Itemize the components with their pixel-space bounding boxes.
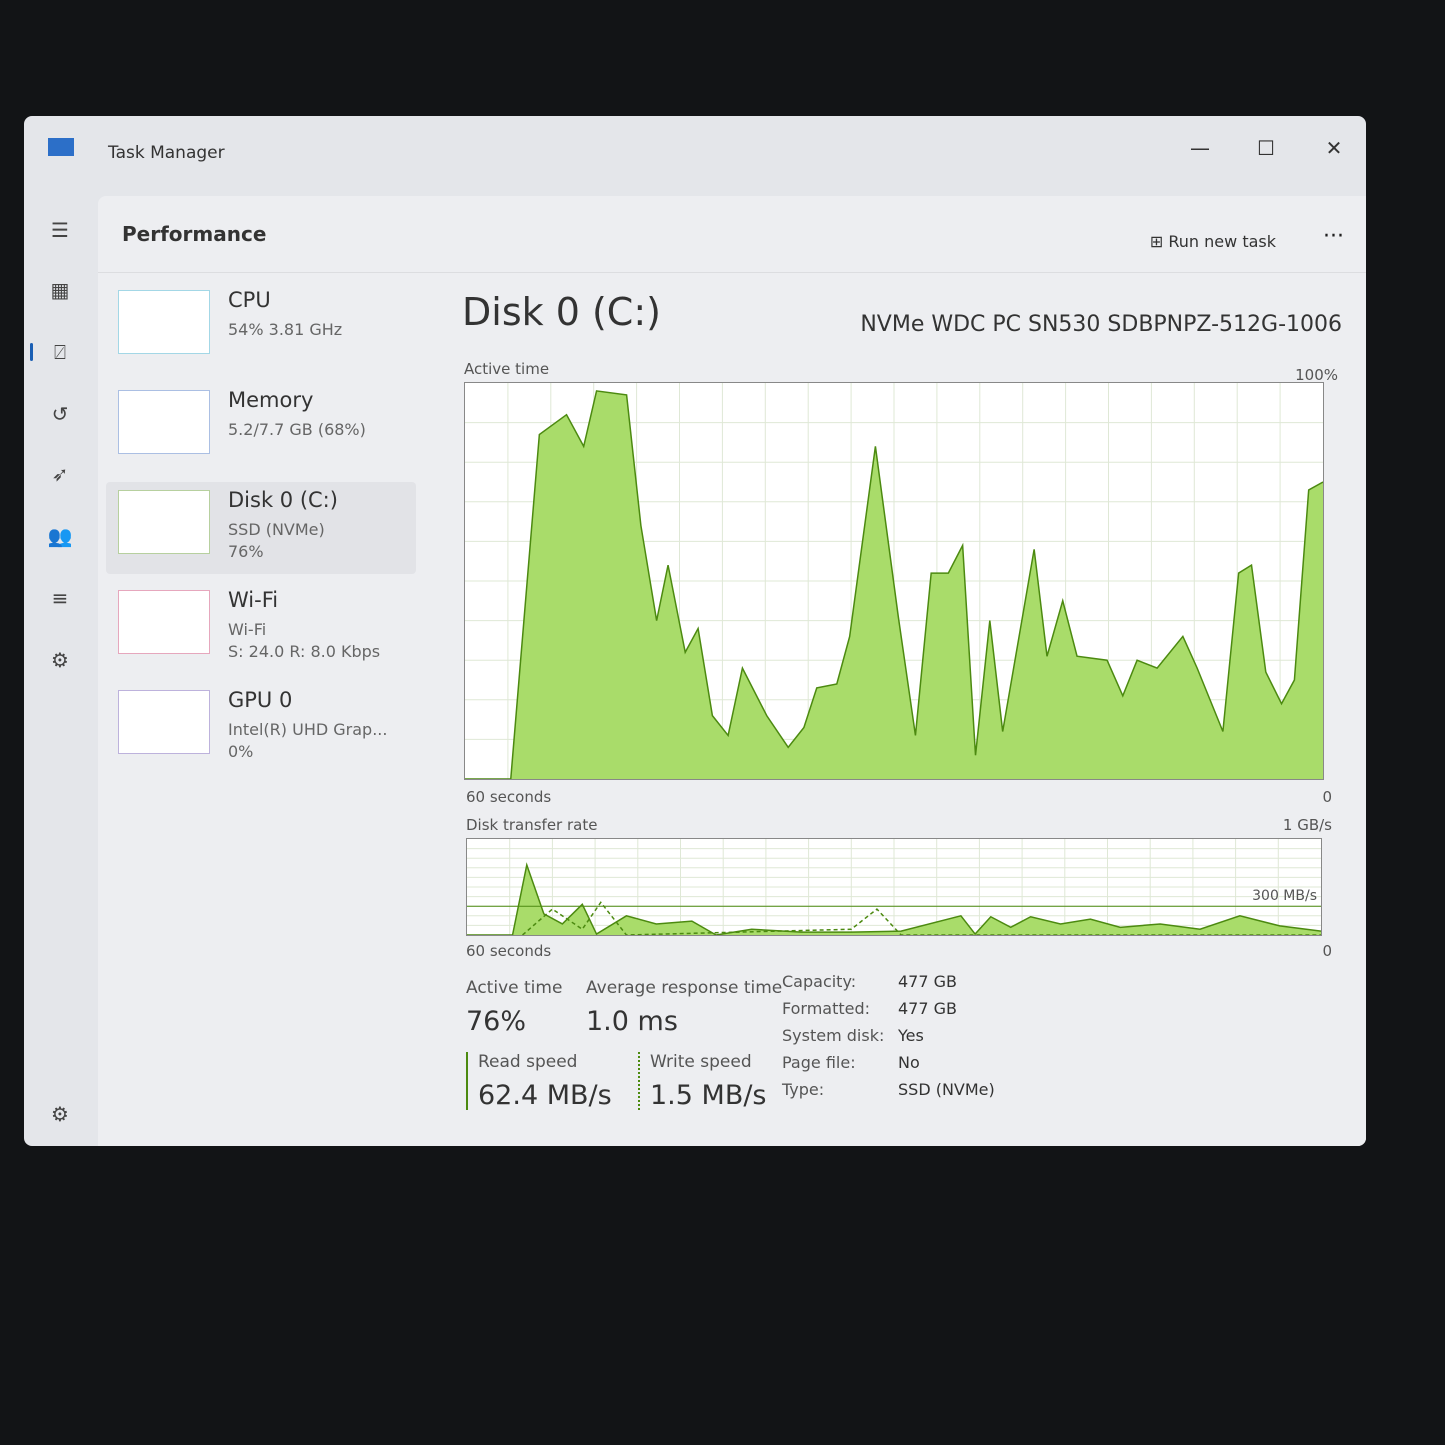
- task-manager-app-icon: [48, 138, 74, 156]
- resource-name: CPU: [228, 288, 271, 312]
- avg-response-value: 1.0 ms: [586, 1006, 678, 1037]
- x-label-right: 0: [1322, 942, 1332, 960]
- chart-ymax: 100%: [1295, 366, 1338, 384]
- window-title: Task Manager: [108, 143, 225, 163]
- page-title: Performance: [122, 222, 267, 246]
- resource-name: Disk 0 (C:): [228, 488, 338, 512]
- property-value: Yes: [898, 1026, 924, 1045]
- resource-detail: 76%: [228, 542, 264, 561]
- resource-thumbnail-graph: [118, 490, 210, 554]
- nav-rail: ☰ ▦ ⍁ ↺ ➶ 👥 ≡ ⚙ ⚙: [24, 196, 96, 1146]
- write-speed-line: [522, 901, 1321, 935]
- startup-icon[interactable]: ➶: [51, 462, 69, 486]
- property-value: 477 GB: [898, 972, 957, 991]
- header: Performance ⊞ Run new task ···: [98, 196, 1366, 273]
- property-label: Formatted:: [782, 999, 871, 1018]
- resource-item[interactable]: Wi-Fi Wi-Fi S: 24.0 R: 8.0 Kbps: [106, 582, 416, 674]
- app-history-icon[interactable]: ↺: [51, 402, 69, 426]
- disk-details: Disk 0 (C:) NVMe WDC PC SN530 SDBPNPZ-51…: [462, 282, 1342, 1146]
- task-manager-window: Task Manager — ☐ ✕ ☰ ▦ ⍁ ↺ ➶ 👥 ≡ ⚙ ⚙ Per…: [24, 116, 1366, 1146]
- run-new-task-button[interactable]: ⊞ Run new task: [1149, 232, 1276, 251]
- resource-item[interactable]: Disk 0 (C:) SSD (NVMe) 76%: [106, 482, 416, 574]
- active-time-value: 76%: [466, 1006, 527, 1037]
- resource-detail: S: 24.0 R: 8.0 Kbps: [228, 642, 381, 661]
- property-label: Page file:: [782, 1053, 856, 1072]
- resource-item[interactable]: Memory 5.2/7.7 GB (68%): [106, 382, 416, 474]
- resource-name: GPU 0: [228, 688, 293, 712]
- minimize-button[interactable]: —: [1190, 136, 1210, 160]
- active-time-chart: [464, 382, 1324, 780]
- main-pane: Performance ⊞ Run new task ··· CPU 54% 3…: [98, 196, 1366, 1146]
- series-line: [465, 390, 1323, 779]
- avg-response-label: Average response time: [586, 978, 783, 998]
- users-icon[interactable]: 👥: [47, 524, 73, 548]
- resource-thumbnail-graph: [118, 690, 210, 754]
- resource-item[interactable]: CPU 54% 3.81 GHz: [106, 282, 416, 374]
- chart-ymax: 1 GB/s: [1282, 816, 1332, 834]
- active-time-label: Active time: [466, 978, 563, 998]
- more-options-button[interactable]: ···: [1323, 224, 1344, 249]
- resource-detail: 54% 3.81 GHz: [228, 320, 343, 339]
- resource-detail: 5.2/7.7 GB (68%): [228, 420, 366, 439]
- read-legend-line: [466, 1052, 468, 1110]
- menu-icon[interactable]: ☰: [51, 218, 69, 242]
- title-bar: Task Manager — ☐ ✕: [24, 116, 1366, 196]
- series-area: [467, 864, 1321, 935]
- write-speed-label: Write speed: [650, 1052, 752, 1072]
- resource-name: Wi-Fi: [228, 588, 279, 612]
- close-button[interactable]: ✕: [1325, 136, 1343, 160]
- property-value: No: [898, 1053, 920, 1072]
- x-label-right: 0: [1322, 788, 1332, 806]
- resource-thumbnail-graph: [118, 390, 210, 454]
- settings-icon[interactable]: ⚙: [51, 1102, 69, 1126]
- property-label: Capacity:: [782, 972, 857, 991]
- details-icon[interactable]: ≡: [51, 586, 69, 610]
- transfer-rate-chart: 300 MB/s: [466, 838, 1322, 936]
- resource-item[interactable]: GPU 0 Intel(R) UHD Grap... 0%: [106, 682, 416, 774]
- resource-name: Memory: [228, 388, 314, 412]
- resource-list: CPU 54% 3.81 GHz Memory 5.2/7.7 GB (68%)…: [106, 282, 416, 782]
- performance-icon[interactable]: ⍁: [30, 338, 74, 366]
- chart-title: Disk transfer rate: [466, 816, 598, 834]
- resource-thumbnail-graph: [118, 590, 210, 654]
- write-legend-line: [638, 1052, 640, 1110]
- x-label-left: 60 seconds: [466, 788, 552, 806]
- chart-title: Active time: [464, 360, 550, 378]
- reference-label: 300 MB/s: [1252, 888, 1317, 904]
- services-icon[interactable]: ⚙: [51, 648, 69, 672]
- property-label: System disk:: [782, 1026, 885, 1045]
- property-value: SSD (NVMe): [898, 1080, 995, 1099]
- disk-model: NVMe WDC PC SN530 SDBPNPZ-512G-1006: [860, 312, 1342, 337]
- read-speed-value: 62.4 MB/s: [478, 1080, 612, 1111]
- series-line: [467, 862, 1321, 935]
- property-value: 477 GB: [898, 999, 957, 1018]
- resource-thumbnail-graph: [118, 290, 210, 354]
- property-label: Type:: [782, 1080, 825, 1099]
- read-speed-label: Read speed: [478, 1052, 578, 1072]
- resource-detail: 0%: [228, 742, 254, 761]
- processes-icon[interactable]: ▦: [50, 278, 70, 302]
- resource-detail: Wi-Fi: [228, 620, 267, 639]
- maximize-button[interactable]: ☐: [1257, 136, 1275, 160]
- resource-detail: SSD (NVMe): [228, 520, 325, 539]
- resource-detail: Intel(R) UHD Grap...: [228, 720, 388, 739]
- run-task-icon: ⊞: [1149, 232, 1169, 251]
- write-speed-value: 1.5 MB/s: [650, 1080, 767, 1111]
- disk-title: Disk 0 (C:): [462, 290, 661, 334]
- x-label-left: 60 seconds: [466, 942, 552, 960]
